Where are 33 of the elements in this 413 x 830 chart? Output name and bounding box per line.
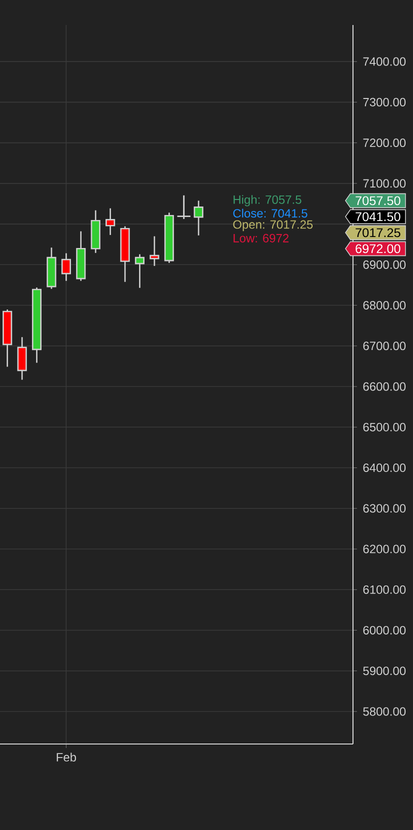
annotation: High: 7057.5 — [234, 195, 302, 206]
candlestick — [90, 210, 100, 254]
y-tick-label: 6300.00 — [363, 504, 406, 513]
candlestick — [32, 286, 42, 364]
candlestick — [2, 308, 12, 368]
y-tick-label: 6200.00 — [363, 544, 406, 554]
annotation: Low: 6972 — [234, 234, 289, 242]
y-tick-label: 6400.00 — [363, 464, 406, 472]
text: 7057.50 — [356, 196, 400, 206]
y-tick-label: 6800.00 — [363, 301, 406, 310]
candlestick — [17, 336, 27, 380]
y-tick-label: 5800.00 — [363, 707, 406, 716]
y-tick-label: 5900.00 — [363, 666, 406, 676]
candlestick — [76, 230, 86, 282]
y-tick-label: 6000.00 — [363, 626, 406, 635]
text: 7017.25 — [356, 228, 400, 238]
annotation: Open: 7017.25 — [233, 220, 313, 232]
candlestick — [134, 254, 145, 289]
candlestick — [106, 208, 116, 236]
y-tick-label: 6900.00 — [363, 260, 406, 269]
text: 6972.00 — [356, 244, 400, 254]
y-tick-label: 6100.00 — [363, 585, 406, 594]
candlestick — [61, 252, 71, 282]
y-tick-label: 7300.00 — [363, 98, 406, 106]
annotation: Close: 7041.5 — [233, 208, 308, 218]
text: 7041.50 — [356, 212, 400, 222]
y-tick-label: 7400.00 — [363, 57, 406, 66]
x-tick-label: Feb — [56, 752, 76, 762]
y-tick-label: 7200.00 — [363, 138, 406, 148]
y-tick-label: 7100.00 — [363, 179, 406, 188]
y-tick-label: 6700.00 — [363, 342, 406, 350]
y-tick-label: 6600.00 — [363, 382, 406, 391]
y-tick-label: 6500.00 — [363, 422, 406, 432]
